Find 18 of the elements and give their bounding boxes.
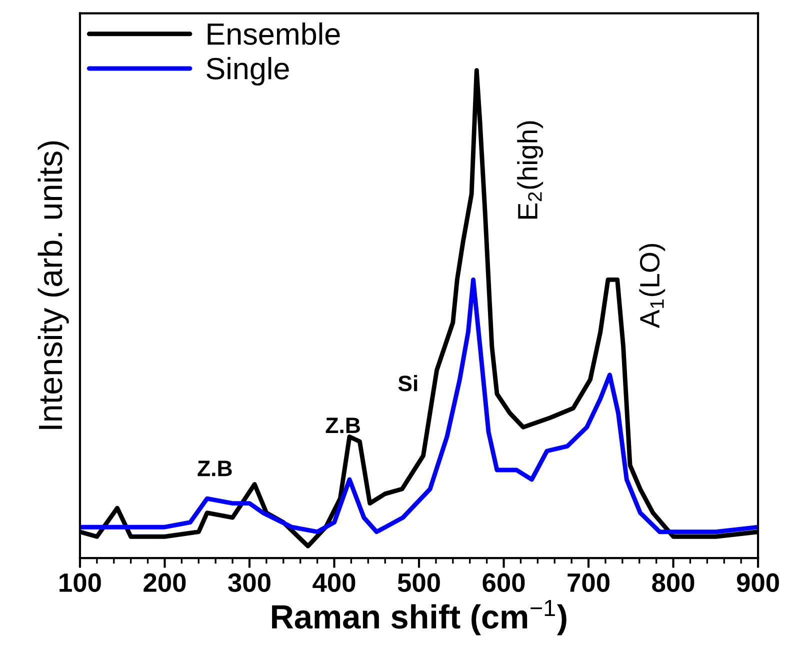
x-tick-label: 800 (652, 573, 694, 592)
annotation: Z.B (198, 460, 232, 476)
x-tick-label: 300 (228, 573, 270, 592)
x-tick-label: 900 (736, 573, 779, 592)
legend-label: Ensemble (208, 22, 340, 45)
x-tick-label: 500 (398, 573, 440, 592)
x-tick-label: 600 (482, 573, 525, 592)
annotation: E$_{2}$(high) (517, 121, 544, 219)
x-tick-label: 100 (60, 573, 101, 592)
y-axis-title: Intensity (arb. units) (38, 141, 69, 429)
x-tick-label: 400 (312, 573, 356, 592)
annotation: A$_{1}$(LO) (639, 244, 666, 328)
x-axis-title: Raman shift (cm$^{−1}$) (272, 600, 566, 636)
legend-label: Single (206, 57, 289, 86)
x-tick-label: 700 (568, 573, 610, 592)
annotation: Si (398, 374, 418, 392)
x-tick-label: 200 (144, 573, 186, 592)
annotation: Z.B (326, 418, 360, 434)
